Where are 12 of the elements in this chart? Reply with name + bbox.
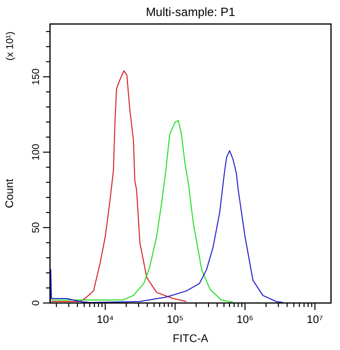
x-tick-label: 10⁶	[236, 314, 254, 326]
y-tick-label: 150	[31, 68, 42, 86]
y-tick-label: 0	[31, 300, 42, 306]
y-tick-label: 100	[31, 143, 42, 161]
y-axis-title: Count	[4, 178, 16, 208]
x-axis-title: FITC-A	[172, 333, 209, 345]
chart-title: Multi-sample: P1	[146, 5, 236, 19]
text: (x 10¹)	[5, 32, 16, 60]
x-tick-label: 10⁴	[96, 314, 114, 326]
y-tick-label: 50	[31, 222, 42, 234]
x-tick-label: 10⁷	[306, 314, 324, 326]
x-tick-label: 10⁵	[166, 314, 184, 326]
